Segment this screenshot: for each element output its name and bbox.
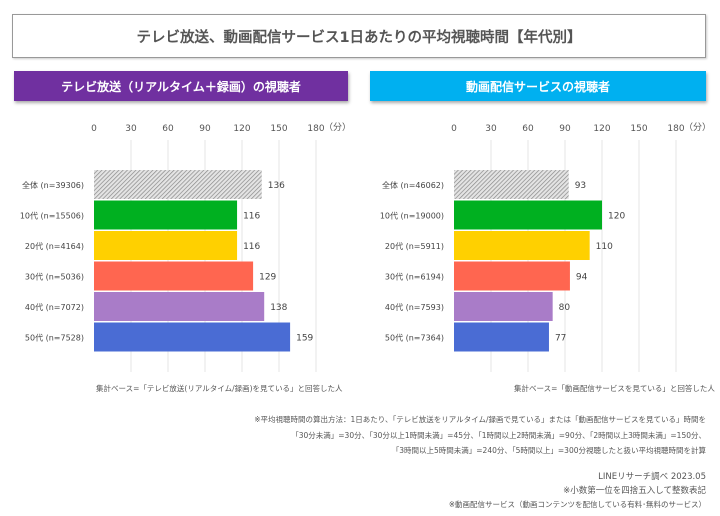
video-category-label: 30代 (n=6194) xyxy=(385,272,444,282)
tv-x-tick-label: 30 xyxy=(125,124,137,134)
tv-value-label: 116 xyxy=(243,242,260,252)
page-title: テレビ放送、動画配信サービス1日あたりの平均視聴時間【年代別】 xyxy=(12,14,706,58)
video-value-label: 110 xyxy=(596,242,613,252)
video-x-tick-label: 30 xyxy=(485,124,497,134)
video-x-tick-label: 0 xyxy=(451,124,457,134)
tv-base-note: 集計ベース=「テレビ放送(リアルタイム/録画)を見ている」と回答した人 xyxy=(96,384,343,393)
definition-note: ※動画配信サービス（動画コンテンツを配信している有料･無料のサービス） xyxy=(448,500,706,509)
video-x-tick-label: 90 xyxy=(559,124,571,134)
video-category-label: 全体 (n=46062) xyxy=(382,180,444,190)
tv-value-label: 136 xyxy=(268,181,285,191)
tv-category-label: 50代 (n=7528) xyxy=(25,333,84,343)
video-x-tick-label: 120 xyxy=(593,124,610,134)
video-category-label: 50代 (n=7364) xyxy=(385,333,444,343)
video-bar xyxy=(454,231,590,260)
video-chart-header: 動画配信サービスの視聴者 xyxy=(370,71,706,101)
tv-x-tick-label: 180 xyxy=(307,124,324,134)
tv-bar xyxy=(94,261,254,291)
tv-x-tick-label: 0 xyxy=(91,124,97,134)
video-value-label: 120 xyxy=(608,212,625,222)
tv-category-label: 10代 (n=15506) xyxy=(20,211,84,221)
video-bar xyxy=(454,322,549,352)
method-note-1: ※平均視聴時間の算出方法：1日あたり、「テレビ放送をリアルタイム/録画で見ている… xyxy=(254,415,706,424)
tv-bar xyxy=(94,231,238,260)
video-x-tick-label: 60 xyxy=(522,124,534,134)
video-base-note: 集計ベース=「動画配信サービスを見ている」と回答した人 xyxy=(514,384,715,393)
tv-unit-label: （分） xyxy=(324,122,351,133)
video-x-tick-label: 150 xyxy=(630,124,647,134)
tv-value-label: 129 xyxy=(259,273,276,283)
video-category-label: 20代 (n=5911) xyxy=(385,241,444,251)
method-note-3: 「3時間以上5時間未満」=240分、「5時間以上」=300分視聴したと扱い平均視… xyxy=(391,446,706,455)
tv-category-label: 20代 (n=4164) xyxy=(25,241,84,251)
tv-x-tick-label: 150 xyxy=(270,124,287,134)
video-value-label: 94 xyxy=(576,273,588,283)
video-bar xyxy=(454,200,602,230)
video-bar xyxy=(454,292,553,321)
video-value-label: 93 xyxy=(575,181,586,191)
tv-bar xyxy=(94,170,262,199)
video-value-label: 77 xyxy=(555,334,566,344)
tv-bar xyxy=(94,292,265,321)
video-category-label: 40代 (n=7593) xyxy=(385,302,444,312)
video-x-tick-label: 180 xyxy=(667,124,684,134)
rounding-note: ※小数第一位を四捨五入して整数表記 xyxy=(563,486,706,496)
tv-category-label: 全体 (n=39306) xyxy=(22,180,84,190)
tv-chart-header: テレビ放送（リアルタイム＋録画）の視聴者 xyxy=(14,71,348,101)
tv-bar xyxy=(94,322,291,352)
video-bar xyxy=(454,170,569,199)
tv-x-tick-label: 90 xyxy=(199,124,211,134)
tv-value-label: 116 xyxy=(243,212,260,222)
method-note-2: 「30分未満」=30分、「30分以上1時間未満」=45分、「1時間以上2時間未満… xyxy=(291,431,706,440)
tv-x-tick-label: 120 xyxy=(233,124,250,134)
video-category-label: 10代 (n=19000) xyxy=(380,211,444,221)
tv-value-label: 138 xyxy=(270,303,287,313)
tv-category-label: 40代 (n=7072) xyxy=(25,302,84,312)
tv-value-label: 159 xyxy=(296,334,313,344)
tv-category-label: 30代 (n=5036) xyxy=(25,272,84,282)
tv-x-tick-label: 60 xyxy=(162,124,174,134)
video-unit-label: （分） xyxy=(684,122,711,133)
tv-bar xyxy=(94,200,238,230)
video-bar xyxy=(454,261,570,291)
source-note: LINEリサーチ調べ 2023.05 xyxy=(598,472,706,482)
video-value-label: 80 xyxy=(559,303,571,313)
